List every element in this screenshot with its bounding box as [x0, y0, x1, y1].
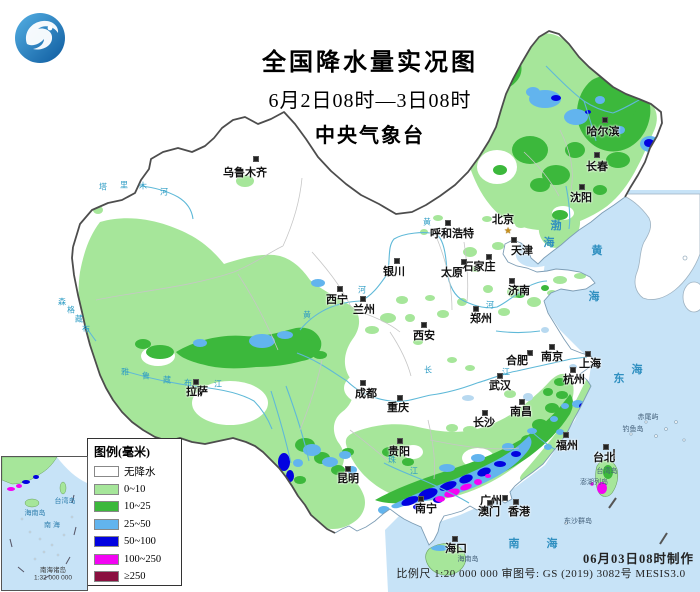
issue-timestamp: 06月03日08时制作 [582, 552, 694, 566]
legend-swatch [94, 518, 119, 530]
inset-caption: 南海诸岛 [40, 567, 66, 574]
ryukyu-islets [564, 420, 686, 525]
national-border-southwest [71, 246, 336, 534]
sea-boundary-dashes [608, 449, 668, 545]
map-title: 全国降水量实况图 [262, 50, 478, 76]
legend-row: 50~100 [94, 533, 181, 551]
agency-name: 中央气象台 [315, 125, 425, 147]
legend-row: 无降水 [94, 463, 181, 481]
legend-row: ≥250 [94, 568, 181, 586]
scale-and-approval-line: 比例尺 1:20 000 000 审图号: GS (2019) 3082号 ME… [396, 568, 686, 580]
legend-label: 无降水 [124, 467, 156, 479]
inset-rain-spots-blue [22, 475, 39, 484]
legend-rows: 无降水 0~10 10~25 25~50 50~100 100~250 ≥250 [94, 463, 181, 586]
inset-label: 台湾岛 [54, 498, 76, 505]
legend-label: 10~25 [124, 501, 151, 513]
title-block: 全国降水量实况图 6月2日08时—3日08时 中央气象台 [220, 42, 520, 148]
legend-row: 25~50 [94, 516, 181, 534]
legend-box: 图例(毫米) 无降水 0~10 10~25 25~50 50~100 100~250 ≥25… [87, 438, 182, 586]
province-boundaries [95, 129, 573, 480]
legend-row: 100~250 [94, 551, 181, 569]
legend-swatch [94, 483, 119, 495]
inset-taiwan [59, 481, 67, 495]
legend-label: 100~250 [124, 553, 162, 565]
korea-japan-landmass [619, 193, 700, 313]
legend-swatch [94, 501, 119, 513]
inset-scale: 1:32 000 000 [34, 574, 72, 582]
legend-label: 0~10 [124, 483, 146, 495]
legend-title: 图例(毫米) [94, 445, 150, 459]
cma-logo [15, 13, 65, 63]
inset-mainland [2, 457, 58, 485]
inset-dash-line [9, 494, 77, 580]
legend-label: 25~50 [124, 518, 151, 530]
inset-islets [20, 515, 74, 561]
national-border [72, 30, 663, 248]
legend-row: 0~10 [94, 481, 181, 499]
inset-label: 南 海 [44, 522, 60, 529]
legend-swatch [94, 536, 119, 548]
inset-rain-spots [7, 484, 22, 491]
inset-hainan [24, 498, 40, 508]
inset-blank-corner [57, 457, 87, 483]
legend-label: ≥250 [124, 571, 146, 583]
taiwan-precipitation [590, 465, 613, 494]
inset-map [2, 457, 87, 580]
legend-row: 10~25 [94, 498, 181, 516]
legend-label: 50~100 [124, 536, 156, 548]
legend-swatch [94, 571, 119, 583]
legend-swatch [94, 553, 119, 565]
south-china-sea-inset: 台湾岛海南岛南 海 南海诸岛 1:32 000 000 [1, 456, 88, 591]
legend-swatch [94, 466, 119, 478]
inset-label: 海南岛 [24, 510, 46, 517]
map-time-range: 6月2日08时—3日08时 [268, 90, 472, 112]
hainan-island [425, 543, 466, 576]
